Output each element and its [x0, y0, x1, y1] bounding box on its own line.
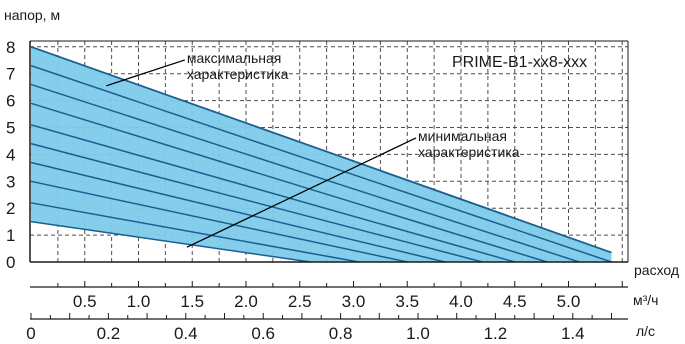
x-tick-label-primary: 5.0 [557, 292, 581, 311]
x-tick-label-secondary: 1.0 [406, 324, 430, 343]
y-tick-label: 4 [6, 145, 15, 164]
annotation-text-1: максимальная [187, 50, 282, 66]
x-tick-label-primary: 2.0 [234, 292, 258, 311]
pump-curve-4 [30, 102, 548, 263]
x-axis-label: расход [634, 262, 679, 278]
axes [29, 40, 629, 320]
x-unit-secondary: л/с [636, 323, 655, 339]
pump-curve-8 [30, 180, 408, 263]
x-tick-label-secondary: 0.4 [174, 324, 198, 343]
y-tick-label: 8 [6, 38, 15, 57]
operating-region-fill [31, 46, 612, 262]
pump-curve-6 [30, 142, 483, 263]
annotations: максимальнаяхарактеристикаминимальнаяхар… [106, 50, 520, 248]
annotation-text-2: минимальная [418, 128, 507, 144]
x-tick-label-secondary: 1.2 [484, 324, 508, 343]
annotation-text-1: характеристика [187, 66, 289, 82]
x-tick-label-primary: 3.0 [342, 292, 366, 311]
annotation-text-2: характеристика [418, 144, 520, 160]
pump-curve-1 [30, 45, 612, 254]
y-tick-label: 5 [6, 119, 15, 138]
pump-curve-3 [30, 83, 580, 263]
x-tick-label-secondary: 1.4 [561, 324, 585, 343]
y-tick-label: 1 [6, 226, 15, 245]
operating-region [31, 46, 612, 262]
pump-curve-2 [30, 64, 612, 263]
x-tick-label-secondary: 0 [26, 324, 35, 343]
x-tick-label-primary: 4.5 [503, 292, 527, 311]
pump-curve-5 [30, 124, 515, 263]
x-tick-label-secondary: 0.2 [97, 324, 121, 343]
x-unit-primary: м³/ч [633, 292, 658, 308]
pump-curve-9 [30, 202, 360, 263]
y-tick-label: 2 [6, 199, 15, 218]
pump-curves [30, 45, 612, 263]
x-tick-label-primary: 0.5 [73, 292, 97, 311]
annotation-leader-2 [186, 137, 417, 248]
y-tick-label: 6 [6, 92, 15, 111]
y-axis-label: напор, м [4, 7, 60, 23]
annotation-leader-1 [106, 59, 186, 87]
pump-curve-7 [30, 161, 446, 263]
model-label: PRIME-B1-xx8-xxx [452, 54, 587, 71]
y-tick-label: 0 [6, 253, 15, 272]
x-tick-label-secondary: 0.8 [329, 324, 353, 343]
x-tick-label-primary: 4.0 [449, 292, 473, 311]
x-tick-label-primary: 3.5 [395, 292, 419, 311]
x-tick-label-primary: 1.5 [180, 292, 204, 311]
tick-labels: 0 1 2 3 4 5 6 7 8 0.5 1.0 1.5 2.0 2.5 3.0 3.5 4.0 4.5 5.0 0… [6, 38, 585, 343]
x-tick-label-primary: 1.0 [127, 292, 151, 311]
x-tick-label-secondary: 0.6 [251, 324, 275, 343]
pump-curve-10 [30, 220, 311, 263]
y-tick-label: 3 [6, 172, 15, 191]
x-tick-label-primary: 2.5 [288, 292, 312, 311]
y-tick-label: 7 [6, 65, 15, 84]
